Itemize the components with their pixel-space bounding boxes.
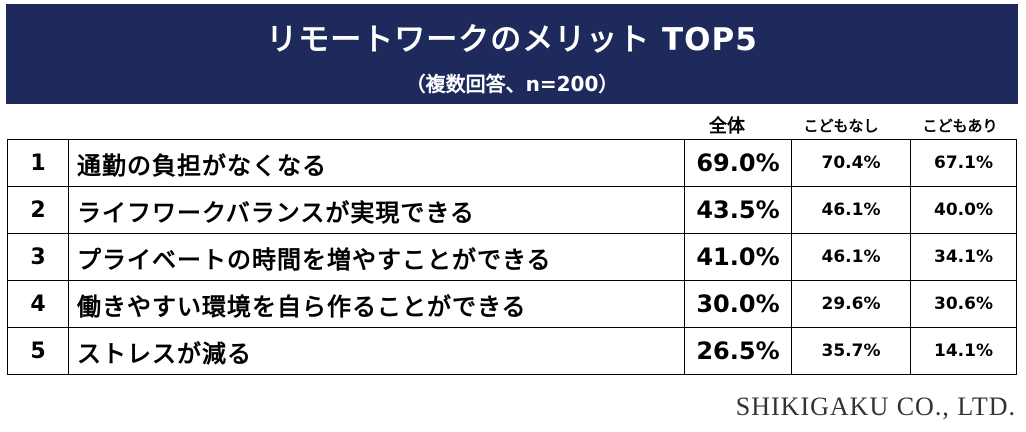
- no-children-value: 29.6%: [791, 280, 911, 328]
- total-value: 41.0%: [684, 233, 792, 281]
- column-header-total: 全体: [709, 116, 745, 137]
- with-children-value: 40.0%: [910, 186, 1017, 234]
- merit-label: ストレスが減る: [68, 327, 685, 375]
- rank-number: 3: [7, 233, 69, 281]
- rank-number: 4: [7, 280, 69, 328]
- company-credit: SHIKIGAKU CO., LTD.: [735, 392, 1016, 421]
- table-row: 3 プライベートの時間を増やすことができる 41.0% 46.1% 34.1%: [7, 233, 1017, 281]
- total-value: 43.5%: [684, 186, 792, 234]
- merit-label: 通勤の負担がなくなる: [68, 139, 685, 187]
- no-children-value: 46.1%: [791, 233, 911, 281]
- rank-number: 1: [7, 139, 69, 187]
- no-children-value: 70.4%: [791, 139, 911, 187]
- rank-number: 5: [7, 327, 69, 375]
- total-value: 26.5%: [684, 327, 792, 375]
- ranking-table: 1 通勤の負担がなくなる 69.0% 70.4% 67.1% 2 ライフワークバ…: [7, 139, 1017, 375]
- no-children-value: 35.7%: [791, 327, 911, 375]
- no-children-value: 46.1%: [791, 186, 911, 234]
- table-row: 5 ストレスが減る 26.5% 35.7% 14.1%: [7, 327, 1017, 375]
- with-children-value: 34.1%: [910, 233, 1017, 281]
- merit-label: プライベートの時間を増やすことができる: [68, 233, 685, 281]
- merit-label: 働きやすい環境を自ら作ることができる: [68, 280, 685, 328]
- chart-header: リモートワークのメリット TOP5 （複数回答、n=200）: [6, 4, 1018, 104]
- column-header-with-children: こどもあり: [922, 117, 998, 135]
- total-value: 30.0%: [684, 280, 792, 328]
- chart-title: リモートワークのメリット TOP5: [266, 22, 758, 58]
- with-children-value: 30.6%: [910, 280, 1017, 328]
- table-row: 2 ライフワークバランスが実現できる 43.5% 46.1% 40.0%: [7, 186, 1017, 234]
- column-header-no-children: こどもなし: [803, 117, 879, 135]
- chart-subtitle: （複数回答、n=200）: [405, 72, 619, 96]
- with-children-value: 67.1%: [910, 139, 1017, 187]
- total-value: 69.0%: [684, 139, 792, 187]
- rank-number: 2: [7, 186, 69, 234]
- merit-label: ライフワークバランスが実現できる: [68, 186, 685, 234]
- with-children-value: 14.1%: [910, 327, 1017, 375]
- table-row: 4 働きやすい環境を自ら作ることができる 30.0% 29.6% 30.6%: [7, 280, 1017, 328]
- table-row: 1 通勤の負担がなくなる 69.0% 70.4% 67.1%: [7, 139, 1017, 187]
